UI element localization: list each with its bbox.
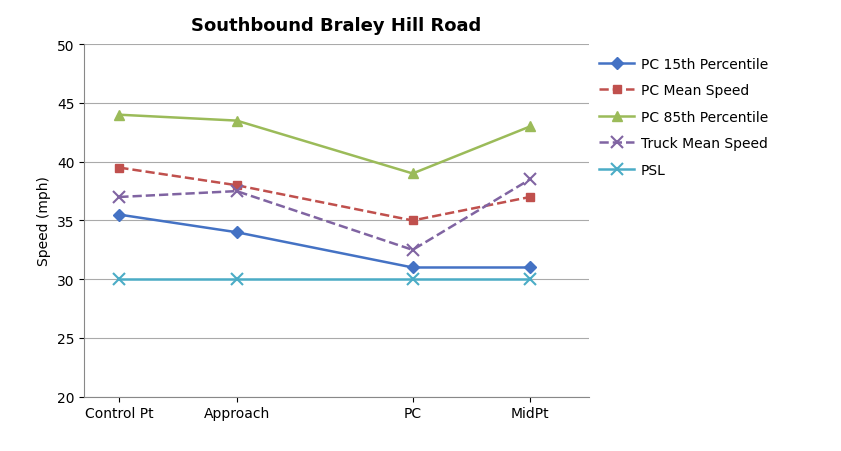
Truck Mean Speed	[408, 248, 418, 253]
Line: PC Mean Speed: PC Mean Speed	[115, 164, 534, 225]
PC Mean Speed	[525, 195, 535, 200]
PC 15th Percentile	[525, 265, 535, 271]
Truck Mean Speed	[114, 195, 124, 200]
PSL	[525, 277, 535, 282]
PC 85th Percentile	[408, 171, 418, 177]
Truck Mean Speed	[231, 189, 241, 194]
PC 85th Percentile	[231, 119, 241, 124]
PSL	[114, 277, 124, 282]
PC Mean Speed	[114, 166, 124, 171]
PC Mean Speed	[231, 183, 241, 189]
Line: PC 15th Percentile: PC 15th Percentile	[115, 211, 534, 272]
PC 85th Percentile	[525, 124, 535, 130]
PC 15th Percentile	[231, 230, 241, 235]
PC 85th Percentile	[114, 113, 124, 118]
PSL	[231, 277, 241, 282]
Line: Truck Mean Speed: Truck Mean Speed	[114, 175, 536, 256]
PC 15th Percentile	[408, 265, 418, 271]
PSL	[408, 277, 418, 282]
Truck Mean Speed	[525, 177, 535, 183]
Legend: PC 15th Percentile, PC Mean Speed, PC 85th Percentile, Truck Mean Speed, PSL: PC 15th Percentile, PC Mean Speed, PC 85…	[594, 52, 774, 183]
Line: PC 85th Percentile: PC 85th Percentile	[114, 110, 535, 179]
Title: Southbound Braley Hill Road: Southbound Braley Hill Road	[191, 17, 482, 35]
Line: PSL: PSL	[114, 274, 536, 285]
Y-axis label: Speed (mph): Speed (mph)	[37, 176, 51, 266]
PC Mean Speed	[408, 218, 418, 224]
PC 15th Percentile	[114, 212, 124, 218]
